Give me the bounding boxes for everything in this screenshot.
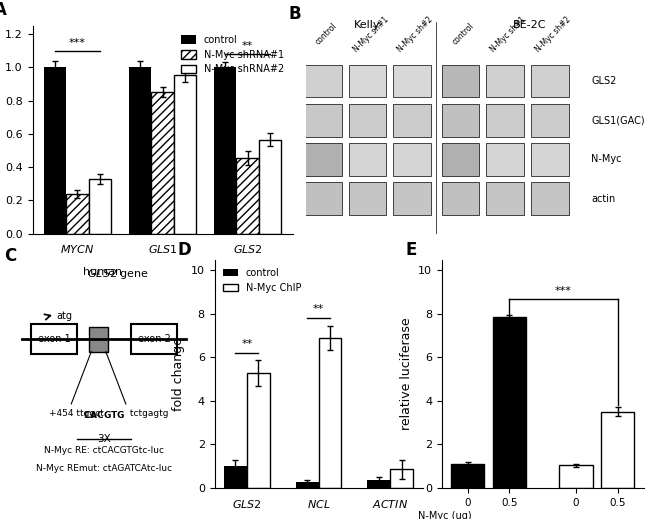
Bar (601, 412, 634, 488)
Bar (441, 104, 480, 136)
Legend: control, N-Myc ChIP: control, N-Myc ChIP (219, 264, 305, 297)
Text: human: human (83, 267, 125, 277)
Bar (441, 65, 480, 98)
Text: C: C (4, 247, 16, 265)
Text: control: control (313, 21, 339, 47)
Text: BE-2C: BE-2C (513, 20, 546, 30)
Bar (531, 143, 569, 176)
Bar (304, 104, 342, 136)
Bar (224, 466, 247, 488)
Bar (451, 464, 484, 488)
Bar (348, 65, 387, 98)
Text: N-Myc sh#1: N-Myc sh#1 (489, 15, 528, 53)
Text: A: A (0, 1, 6, 19)
Bar (348, 182, 387, 215)
Bar (318, 338, 341, 488)
Bar (214, 67, 237, 234)
Text: ***: *** (555, 286, 572, 296)
Text: D: D (177, 241, 191, 259)
Text: GLS1(GAC): GLS1(GAC) (592, 115, 645, 125)
Y-axis label: relative luciferase: relative luciferase (400, 317, 413, 430)
Text: Kelly: Kelly (354, 20, 381, 30)
Bar (486, 143, 525, 176)
Bar (560, 465, 593, 488)
Bar (348, 104, 387, 136)
Text: +454 ttggct: +454 ttggct (49, 409, 104, 418)
Text: atg: atg (57, 310, 73, 321)
Text: 3X: 3X (97, 434, 111, 444)
Bar (44, 67, 66, 234)
Text: N-Myc RE: ctCACGTGtc-luc: N-Myc RE: ctCACGTGtc-luc (44, 446, 164, 455)
Text: N-Myc: N-Myc (592, 155, 622, 165)
Bar (304, 143, 342, 176)
Text: $\bf{CACGTG}$: $\bf{CACGTG}$ (83, 409, 125, 420)
Bar (90, 327, 108, 352)
Text: N-Myc (ug): N-Myc (ug) (418, 511, 471, 519)
Text: B: B (288, 5, 301, 23)
Bar (531, 104, 569, 136)
Bar (393, 65, 431, 98)
Text: control: control (451, 21, 476, 47)
Bar (367, 480, 390, 488)
Bar (88, 179, 110, 234)
Bar (486, 65, 525, 98)
Text: N-Myc sh#2: N-Myc sh#2 (396, 15, 435, 53)
Bar (486, 182, 525, 215)
Text: exon 2: exon 2 (138, 334, 170, 344)
Bar (247, 373, 270, 488)
Bar (237, 158, 259, 234)
Text: $\it{GLS2}$ gene: $\it{GLS2}$ gene (59, 267, 149, 281)
Bar (259, 140, 281, 234)
Bar (486, 104, 525, 136)
Text: N-Myc sh#2: N-Myc sh#2 (534, 15, 573, 53)
Text: E: E (406, 241, 417, 259)
Text: **: ** (242, 41, 253, 51)
Bar (131, 324, 177, 354)
Bar (441, 182, 480, 215)
Bar (348, 143, 387, 176)
Bar (296, 483, 318, 488)
Bar (304, 182, 342, 215)
Text: N-Myc REmut: ctAGATCAtc-luc: N-Myc REmut: ctAGATCAtc-luc (36, 464, 172, 473)
Bar (174, 75, 196, 234)
Bar (441, 143, 480, 176)
Bar (304, 65, 342, 98)
Bar (151, 91, 174, 234)
Bar (390, 469, 413, 488)
Bar (393, 143, 431, 176)
Text: exon 1: exon 1 (38, 334, 70, 344)
Text: **: ** (241, 339, 252, 349)
Bar (393, 182, 431, 215)
Text: **: ** (313, 304, 324, 314)
Text: tctgagtg: tctgagtg (104, 409, 168, 418)
Bar (393, 104, 431, 136)
Bar (531, 65, 569, 98)
Bar (493, 317, 526, 488)
Text: ***: *** (69, 37, 86, 48)
Text: actin: actin (592, 194, 616, 203)
Bar (531, 182, 569, 215)
Y-axis label: fold change: fold change (172, 337, 185, 411)
Bar (66, 194, 88, 234)
Bar (129, 67, 151, 234)
Legend: control, N-Myc shRNA#1, N-Myc shRNA#2: control, N-Myc shRNA#1, N-Myc shRNA#2 (177, 31, 288, 78)
Text: N-Myc sh#1: N-Myc sh#1 (351, 15, 390, 53)
Bar (31, 324, 77, 354)
Text: GLS2: GLS2 (592, 76, 617, 86)
